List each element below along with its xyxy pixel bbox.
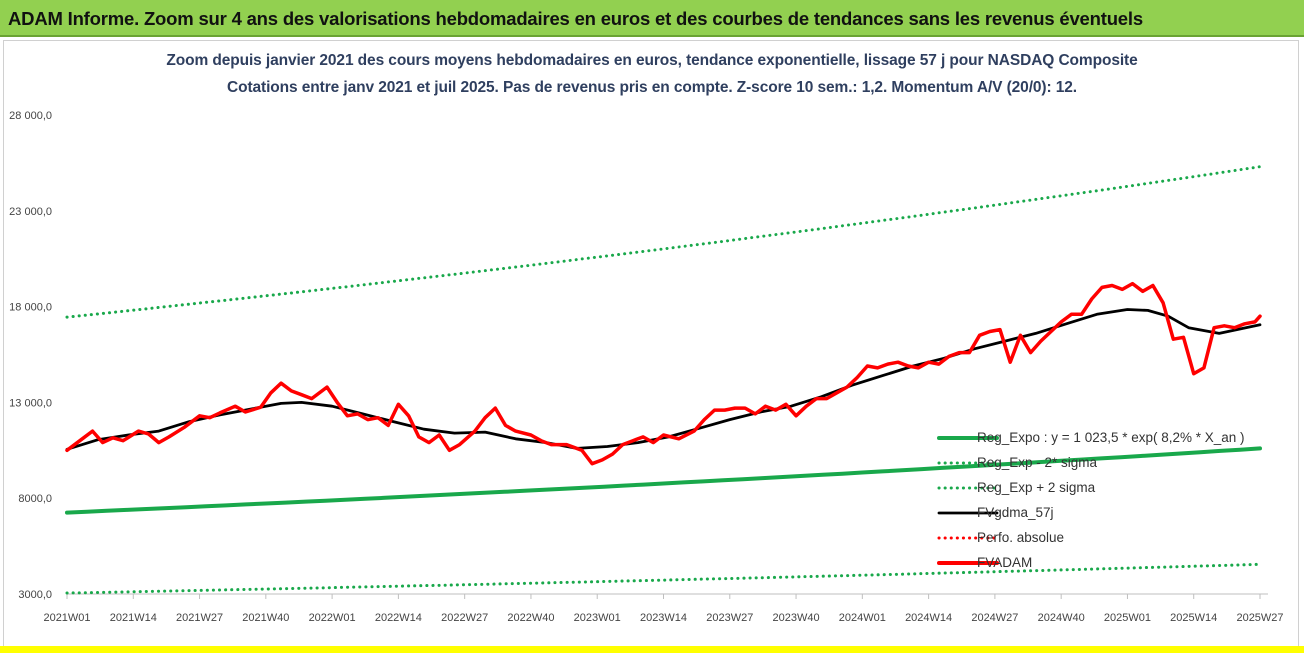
- chart-title: Zoom depuis janvier 2021 des cours moyen…: [166, 52, 1138, 69]
- x-tick-label: 2021W01: [43, 612, 90, 624]
- legend-label: FVgdma_57j: [977, 505, 1054, 520]
- x-tick-label: 2022W14: [375, 612, 422, 624]
- x-tick-label: 2021W40: [242, 612, 289, 624]
- y-tick-label: 28 000,0: [9, 110, 52, 122]
- chart-subtitle: Cotations entre janv 2021 et juil 2025. …: [226, 79, 1077, 96]
- series-line-0: [65, 446, 1262, 515]
- y-tick-label: 8000,0: [18, 493, 52, 505]
- x-tick-label: 2024W14: [905, 612, 952, 624]
- x-tick-label: 2025W01: [1104, 612, 1151, 624]
- legend-label: Reg_Exp - 2* sigma: [977, 455, 1098, 470]
- x-tick-label: 2024W40: [1038, 612, 1085, 624]
- series-line-5: [65, 281, 1262, 466]
- x-tick-label: 2021W27: [176, 612, 223, 624]
- legend-label: Perfo. absolue: [977, 530, 1064, 545]
- legend-label: FVADAM: [977, 555, 1032, 570]
- x-tick-label: 2023W27: [706, 612, 753, 624]
- y-tick-label: 18 000,0: [9, 302, 52, 314]
- series-line-3: [65, 308, 1262, 451]
- x-tick-label: 2022W01: [309, 612, 356, 624]
- x-tick-label: 2023W01: [574, 612, 621, 624]
- x-tick-label: 2025W27: [1236, 612, 1283, 624]
- x-tick-label: 2022W27: [441, 612, 488, 624]
- x-tick-label: 2024W01: [839, 612, 886, 624]
- y-tick-label: 23 000,0: [9, 206, 52, 218]
- x-tick-label: 2022W40: [507, 612, 554, 624]
- x-tick-label: 2025W14: [1170, 612, 1217, 624]
- y-tick-label: 3000,0: [18, 589, 52, 601]
- legend-label: Reg_Exp + 2 sigma: [977, 480, 1096, 495]
- x-tick-label: 2023W14: [640, 612, 687, 624]
- x-tick-label: 2021W14: [110, 612, 157, 624]
- x-tick-label: 2024W27: [971, 612, 1018, 624]
- bottom-bar: [0, 646, 1304, 653]
- legend-label: Reg_Expo : y = 1 023,5 * exp( 8,2% * X_a…: [977, 430, 1245, 445]
- series-line-2: [65, 165, 1262, 319]
- series-line-1: [65, 562, 1262, 595]
- y-tick-label: 13 000,0: [9, 397, 52, 409]
- report-banner: ADAM Informe. Zoom sur 4 ans des valoris…: [0, 0, 1304, 37]
- banner-title: ADAM Informe. Zoom sur 4 ans des valoris…: [8, 8, 1143, 29]
- x-tick-label: 2023W40: [773, 612, 820, 624]
